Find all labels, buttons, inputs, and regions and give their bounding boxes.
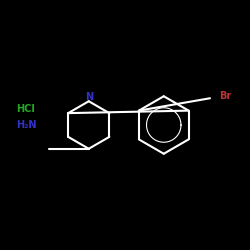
Text: N: N <box>85 92 93 102</box>
Text: H₂N: H₂N <box>16 120 36 130</box>
Text: HCl: HCl <box>16 104 35 114</box>
Text: Br: Br <box>219 91 231 101</box>
